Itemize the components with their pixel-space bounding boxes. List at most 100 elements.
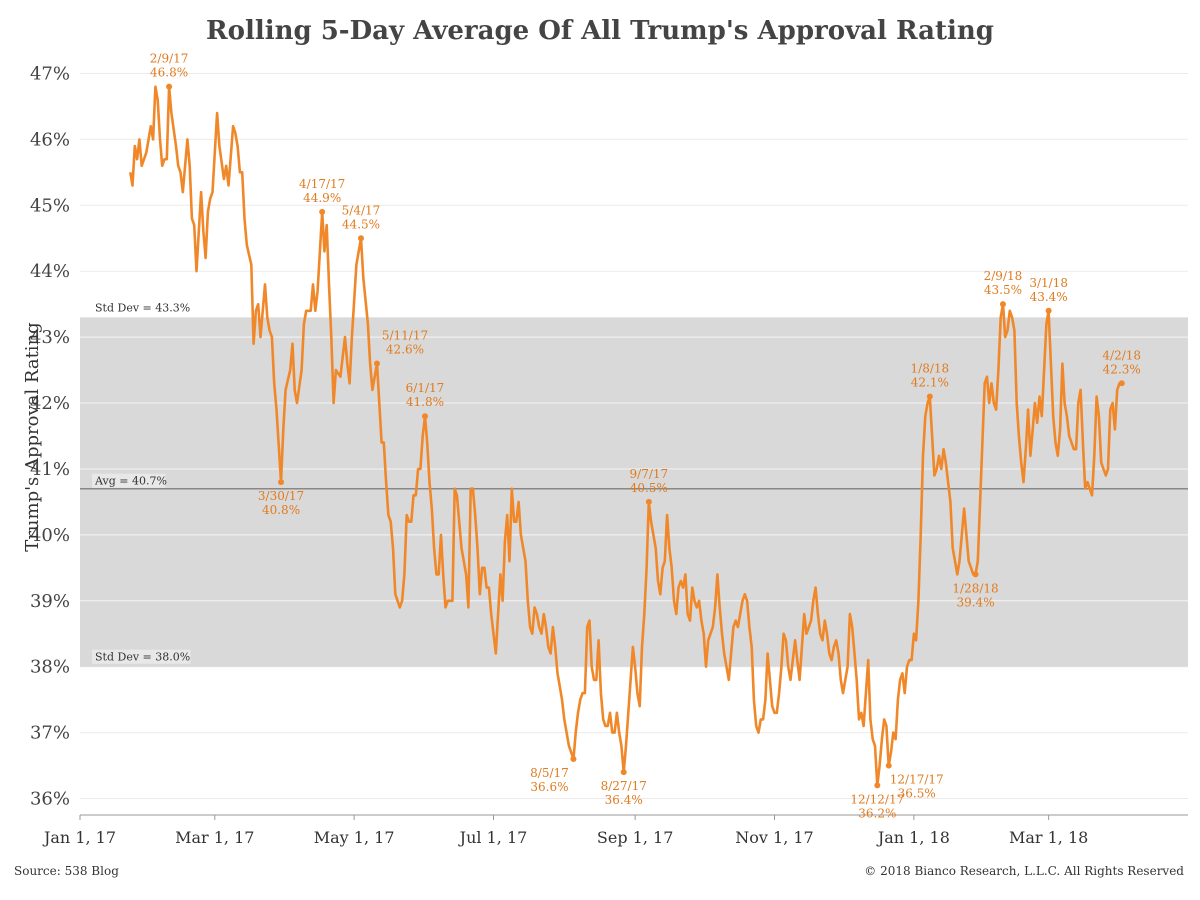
annotation-point — [645, 498, 652, 505]
std-dev-band — [80, 317, 1188, 667]
annotation-date: 12/12/17 — [850, 792, 904, 806]
x-tick-label: Jan 1, 17 — [42, 828, 116, 847]
annotation-value: 43.4% — [1030, 290, 1068, 304]
annotation-point — [1118, 380, 1125, 387]
average-label-text: Avg = 40.7% — [94, 475, 167, 488]
annotation-point — [166, 83, 173, 90]
y-tick-label: 36% — [30, 789, 70, 810]
annotation-value: 42.3% — [1103, 362, 1141, 376]
y-tick-label: 46% — [30, 129, 70, 150]
y-tick-label: 39% — [30, 591, 70, 612]
annotation-date: 2/9/17 — [150, 52, 189, 66]
annotation-value: 42.6% — [386, 342, 424, 356]
annotation-date: 4/17/17 — [299, 177, 345, 191]
upper-std-dev-label-text: Std Dev = 43.3% — [95, 301, 190, 314]
lower-std-dev-label-bg — [92, 649, 191, 664]
y-tick-label: 41% — [30, 459, 70, 480]
annotation-point — [620, 769, 627, 776]
annotation-value: 41.8% — [406, 395, 444, 409]
x-tick-label: Jan 1, 18 — [876, 828, 950, 847]
x-tick-label: Jul 1, 17 — [458, 828, 528, 847]
y-axis-label: Trump's Approval Rating — [22, 322, 43, 551]
annotation-value: 40.8% — [262, 503, 300, 517]
y-tick-label: 43% — [30, 327, 70, 348]
annotation-value: 44.5% — [342, 217, 380, 231]
annotation-date: 4/2/18 — [1102, 348, 1141, 362]
average-label-bg — [92, 473, 166, 488]
copyright-note: © 2018 Bianco Research, L.L.C. All Right… — [864, 864, 1184, 878]
y-tick-label: 42% — [30, 393, 70, 414]
annotation-point — [999, 301, 1006, 308]
annotation-value: 43.5% — [984, 283, 1022, 297]
x-tick-label: Nov 1, 17 — [735, 828, 813, 847]
y-tick-label: 38% — [30, 657, 70, 678]
annotation-date: 3/30/17 — [258, 489, 304, 503]
upper-std-dev-label: Std Dev = 43.3% — [95, 301, 190, 314]
annotation-date: 6/1/17 — [406, 381, 445, 395]
annotation-point — [926, 393, 933, 400]
annotation-date: 12/17/17 — [890, 773, 944, 787]
annotation-value: 36.4% — [605, 793, 643, 807]
source-note: Source: 538 Blog — [14, 864, 119, 878]
annotation-point — [278, 479, 285, 486]
series-layer — [129, 85, 1122, 787]
annotation-date: 9/7/17 — [630, 467, 669, 481]
annotation-point — [319, 208, 326, 215]
approval-series-line — [129, 85, 1122, 787]
average-label: Avg = 40.7% — [92, 473, 167, 488]
annotation-date: 1/8/18 — [911, 361, 950, 375]
annotation-date: 2/9/18 — [984, 269, 1023, 283]
x-tick-label: Mar 1, 18 — [1009, 828, 1088, 847]
axes: 36% 37% 38% 39% 40% 41% 42% 43% 44% 45% 46% 47% Jan … — [30, 63, 1188, 847]
annotation-point — [570, 755, 577, 762]
y-tick-label: 45% — [30, 195, 70, 216]
annotation-value: 36.2% — [858, 806, 896, 820]
approval-line-chart: Std Dev = 43.3% Avg = 40.7% Std Dev = 38.0… — [22, 52, 1188, 847]
annotation-date: 5/4/17 — [342, 203, 381, 217]
annotation-point — [885, 762, 892, 769]
annotation-date: 5/11/17 — [382, 328, 428, 342]
annotation-date: 3/1/18 — [1029, 276, 1068, 290]
annotation-value: 40.5% — [630, 481, 668, 495]
y-tick-label: 40% — [30, 525, 70, 546]
annotation-point — [357, 235, 364, 242]
lower-std-dev-label-text: Std Dev = 38.0% — [95, 651, 190, 664]
x-tick-label: Mar 1, 17 — [175, 828, 254, 847]
annotation-point — [874, 782, 881, 789]
annotation-value: 44.9% — [303, 191, 341, 205]
annotation-value: 39.4% — [956, 595, 994, 609]
lower-std-dev-label: Std Dev = 38.0% — [92, 649, 191, 664]
annotation-point — [1045, 307, 1052, 314]
std-dev-bands: Std Dev = 43.3% Avg = 40.7% Std Dev = 38.0… — [80, 301, 1188, 667]
x-tick-label: May 1, 17 — [314, 828, 395, 847]
chart-title: Rolling 5-Day Average Of All Trump's App… — [206, 16, 994, 46]
annotation-value: 42.1% — [911, 375, 949, 389]
x-tick-label: Sep 1, 17 — [597, 828, 673, 847]
annotation-date: 1/28/18 — [952, 581, 998, 595]
annotation-value: 46.8% — [150, 66, 188, 80]
annotation-point — [421, 413, 428, 420]
annotation-value: 36.5% — [898, 787, 936, 801]
y-tick-label: 37% — [30, 723, 70, 744]
annotation-date: 8/5/17 — [530, 766, 569, 780]
annotation-value: 36.6% — [530, 780, 568, 794]
y-tick-label: 44% — [30, 261, 70, 282]
annotation-point — [972, 571, 979, 578]
